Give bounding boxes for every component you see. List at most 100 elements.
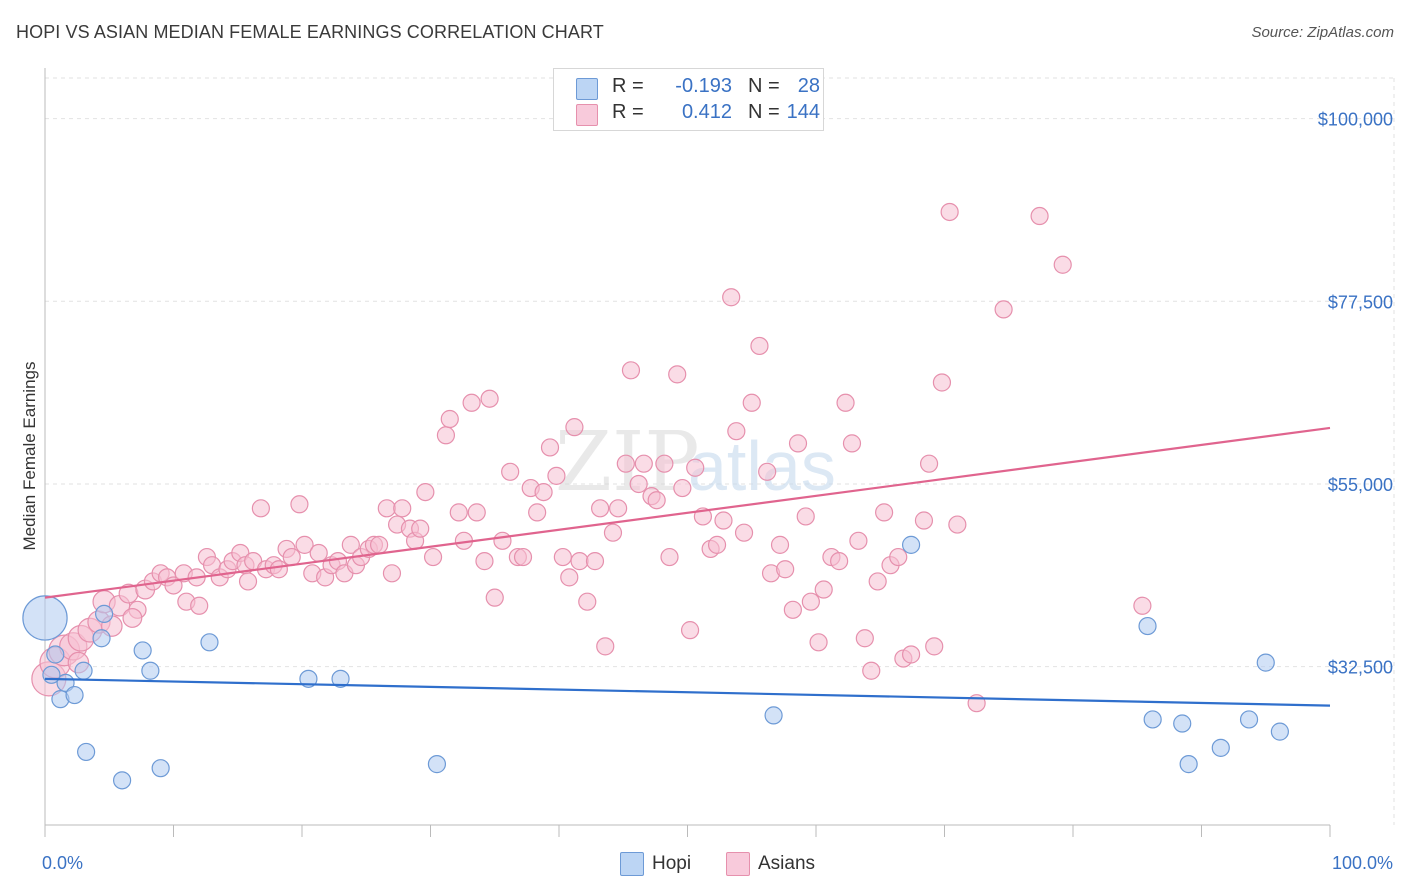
asian-point bbox=[842, 434, 862, 453]
asian-point bbox=[570, 552, 589, 571]
hopi-point bbox=[46, 645, 65, 664]
hopi-point bbox=[1256, 653, 1275, 672]
asians-r-value: 0.412 bbox=[681, 101, 732, 123]
asian-point bbox=[416, 482, 435, 502]
asian-point bbox=[585, 552, 605, 571]
asian-point bbox=[889, 547, 908, 567]
axes bbox=[44, 68, 1331, 837]
asian-point bbox=[914, 511, 934, 530]
asian-point bbox=[901, 645, 921, 664]
source-credit: Source: ZipAtlas.com bbox=[1251, 24, 1394, 41]
asian-point bbox=[707, 535, 727, 554]
asian-point bbox=[722, 288, 741, 307]
hopi-n-value: 28 bbox=[797, 75, 820, 97]
asian-point bbox=[290, 495, 309, 514]
hopi-point bbox=[74, 661, 93, 680]
asian-point bbox=[836, 393, 855, 412]
hopi-point bbox=[1211, 738, 1230, 757]
asians-points bbox=[31, 202, 1152, 713]
hopi-point bbox=[1239, 710, 1259, 729]
asian-point bbox=[295, 535, 314, 554]
asian-point bbox=[382, 564, 402, 583]
hopi-legend-swatch bbox=[620, 852, 644, 876]
hopi-point bbox=[1173, 714, 1192, 733]
y-tick-label: $100,000 bbox=[1318, 110, 1393, 130]
hopi-r-value: -0.193 bbox=[675, 75, 732, 97]
asians-legend-swatch bbox=[726, 852, 750, 876]
asians-legend-label: Asians bbox=[758, 853, 816, 874]
hopi-point bbox=[1179, 755, 1198, 774]
asian-point bbox=[932, 373, 952, 392]
asians-n-value: 144 bbox=[786, 101, 820, 123]
asian-point bbox=[919, 454, 939, 473]
asian-point bbox=[750, 336, 769, 356]
asian-point bbox=[513, 547, 533, 567]
hopi-trend-line bbox=[44, 677, 1331, 707]
asian-point bbox=[634, 454, 653, 473]
asian-point bbox=[475, 552, 494, 571]
asian-point bbox=[591, 499, 610, 518]
asian-point bbox=[122, 608, 143, 628]
y-tick-label: $77,500 bbox=[1328, 292, 1393, 312]
hopi-point bbox=[65, 685, 84, 705]
asian-point bbox=[655, 454, 674, 473]
asian-point bbox=[565, 418, 584, 437]
hopi-point bbox=[1143, 710, 1162, 729]
x-tick-label-max: 100.0% bbox=[1332, 853, 1393, 873]
tick-labels: $32,500 $55,000 $77,500 $100,000 0.0% 100.0% bbox=[42, 110, 1393, 873]
asian-point bbox=[849, 531, 868, 550]
asian-point bbox=[758, 462, 777, 481]
asian-point bbox=[1030, 206, 1049, 226]
asians-r-label: R = bbox=[612, 101, 644, 123]
hopi-point bbox=[299, 669, 318, 688]
hopi-legend-label: Hopi bbox=[652, 853, 692, 874]
hopi-point bbox=[22, 595, 68, 641]
asian-point bbox=[238, 572, 258, 591]
hopi-point bbox=[95, 604, 114, 623]
asian-point bbox=[862, 661, 881, 680]
asian-point bbox=[309, 543, 328, 563]
asian-point bbox=[493, 531, 512, 550]
asian-point bbox=[480, 389, 499, 408]
asian-point bbox=[603, 523, 623, 542]
asian-point bbox=[411, 519, 430, 538]
asian-point bbox=[796, 507, 815, 526]
asian-point bbox=[621, 361, 641, 380]
hopi-swatch bbox=[576, 78, 598, 100]
asian-point bbox=[282, 547, 301, 567]
asian-point bbox=[925, 637, 944, 656]
asian-point bbox=[673, 478, 692, 498]
asian-point bbox=[948, 515, 967, 534]
trend-lines bbox=[44, 426, 1331, 707]
asian-point bbox=[788, 434, 808, 453]
asian-point bbox=[534, 482, 553, 502]
asians-trend-line bbox=[44, 426, 1331, 599]
asian-point bbox=[377, 499, 396, 518]
asian-point bbox=[341, 535, 360, 554]
asian-point bbox=[560, 568, 579, 587]
hopi-point bbox=[901, 535, 921, 554]
asian-point bbox=[875, 503, 894, 522]
asian-point bbox=[553, 547, 572, 567]
asian-point bbox=[440, 409, 459, 429]
asian-point bbox=[809, 633, 828, 652]
asian-point bbox=[616, 454, 635, 473]
hopi-r-label: R = bbox=[612, 75, 644, 97]
hopi-point bbox=[77, 742, 96, 762]
asian-point bbox=[727, 422, 746, 441]
asian-point bbox=[449, 503, 468, 522]
asian-point bbox=[609, 499, 628, 518]
hopi-point bbox=[151, 759, 170, 778]
hopi-point bbox=[331, 669, 350, 688]
hopi-n-label: N = bbox=[748, 75, 780, 97]
x-tick-label-min: 0.0% bbox=[42, 853, 83, 873]
asian-point bbox=[436, 426, 456, 445]
asian-point bbox=[501, 462, 520, 481]
hopi-point bbox=[92, 629, 111, 648]
asian-point bbox=[814, 580, 833, 599]
hopi-point bbox=[427, 755, 447, 774]
asian-point bbox=[1133, 596, 1152, 615]
asian-point bbox=[801, 592, 820, 611]
y-tick-label: $32,500 bbox=[1328, 658, 1393, 678]
